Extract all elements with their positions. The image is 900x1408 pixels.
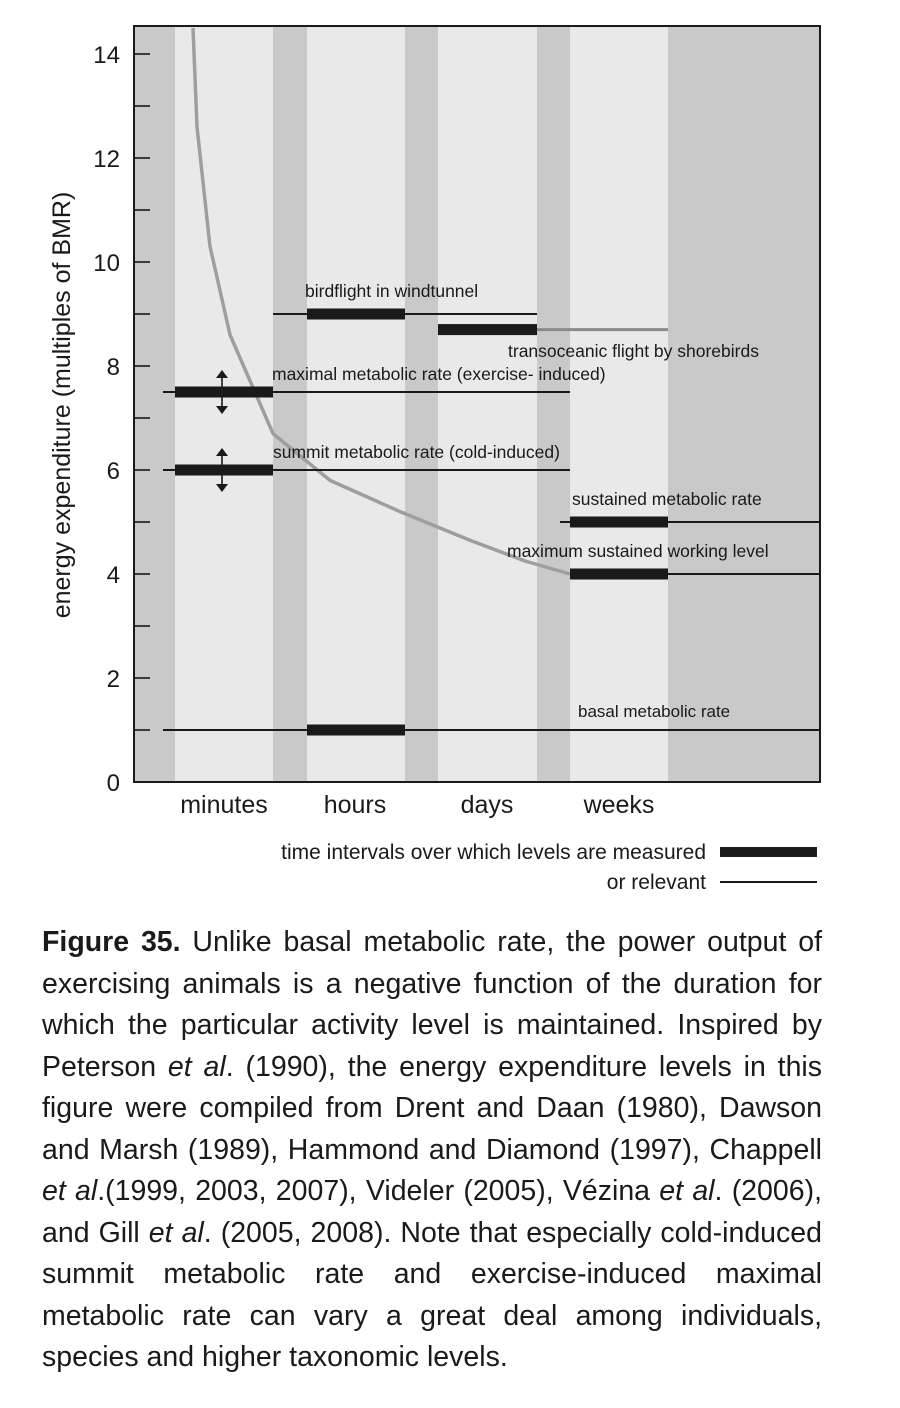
legend-measured-label: time intervals over which levels are mea…: [281, 841, 706, 864]
x-category-label: days: [461, 791, 514, 819]
figure-caption: Figure 35. Unlike basal metabolic rate, …: [42, 922, 822, 1379]
plot-frame: [133, 25, 821, 783]
light-band: [438, 26, 537, 782]
arrow-down-head: [216, 484, 228, 492]
caption-text: . (1990), the energy expenditure levels …: [42, 1050, 822, 1166]
x-category-label: hours: [324, 791, 387, 819]
caption-text: .(1999, 2003, 2007), Videler (2005), Véz…: [97, 1175, 660, 1207]
duration-curve: [191, 27, 571, 576]
figure-label: Figure 35.: [42, 926, 181, 958]
legend-measured-swatch: [720, 847, 817, 857]
dark-band: [273, 26, 307, 782]
x-category-label: minutes: [180, 791, 268, 819]
measured-bar: [438, 324, 537, 336]
dark-band: [405, 26, 438, 782]
x-axis-categories: minutes hours days weeks: [180, 791, 654, 819]
y-tick-label: 0: [107, 770, 120, 797]
variability-arrows: [216, 370, 228, 492]
caption-text: . (2006), and Gill: [42, 1175, 822, 1249]
label-max-sustained: maximum sustained working level: [507, 541, 769, 561]
y-tick-label: 14: [93, 42, 120, 69]
dark-band: [134, 26, 175, 782]
light-band: [175, 26, 273, 782]
light-band: [307, 26, 405, 782]
label-transoceanic: transoceanic flight by shorebirds: [508, 341, 759, 361]
measured-bar: [307, 308, 405, 320]
caption-etal: et al: [167, 1050, 226, 1083]
measured-bar: [307, 724, 405, 736]
y-tick-label: 8: [107, 354, 120, 381]
level-lines: [163, 308, 820, 736]
measured-bar: [175, 386, 273, 398]
y-tick-label: 2: [107, 666, 120, 693]
energy-expenditure-chart: 0 2 4 6 8 10 12 14 energy expenditure (multiple…: [48, 25, 821, 894]
label-maximal: maximal metabolic rate (exercise- induce…: [272, 364, 606, 384]
dark-band: [537, 26, 570, 782]
arrow-down-head: [216, 406, 228, 414]
label-birdflight: birdflight in windtunnel: [305, 281, 478, 301]
light-band: [570, 26, 668, 782]
measured-bar: [175, 464, 273, 476]
caption-text: . (2005, 2008). Note that especially col…: [42, 1216, 822, 1374]
y-tick-label: 10: [93, 250, 120, 277]
arrow-up-head: [216, 370, 228, 378]
time-scale-bands: [134, 26, 820, 782]
y-tick-label: 6: [107, 458, 120, 485]
label-basal: basal metabolic rate: [578, 702, 730, 721]
measured-bar: [570, 568, 668, 580]
caption-etal: et al: [42, 1175, 98, 1207]
measured-bar: [570, 516, 668, 528]
y-tick-label: 4: [107, 562, 120, 589]
dark-band: [668, 26, 820, 782]
legend-relevant-label: or relevant: [607, 871, 706, 894]
label-summit: summit metabolic rate (cold-induced): [273, 442, 560, 462]
label-sustained: sustained metabolic rate: [572, 489, 762, 509]
y-tick-label: 12: [93, 146, 120, 173]
caption-etal: et al: [148, 1216, 204, 1249]
y-axis-label: energy expenditure (multiples of BMR): [48, 192, 76, 619]
caption-etal: et al: [659, 1175, 715, 1207]
y-axis: 0 2 4 6 8 10 12 14: [93, 42, 150, 797]
arrow-up-head: [216, 448, 228, 456]
x-category-label: weeks: [583, 791, 655, 819]
caption-text: Unlike basal metabolic rate, the power o…: [42, 926, 822, 1083]
